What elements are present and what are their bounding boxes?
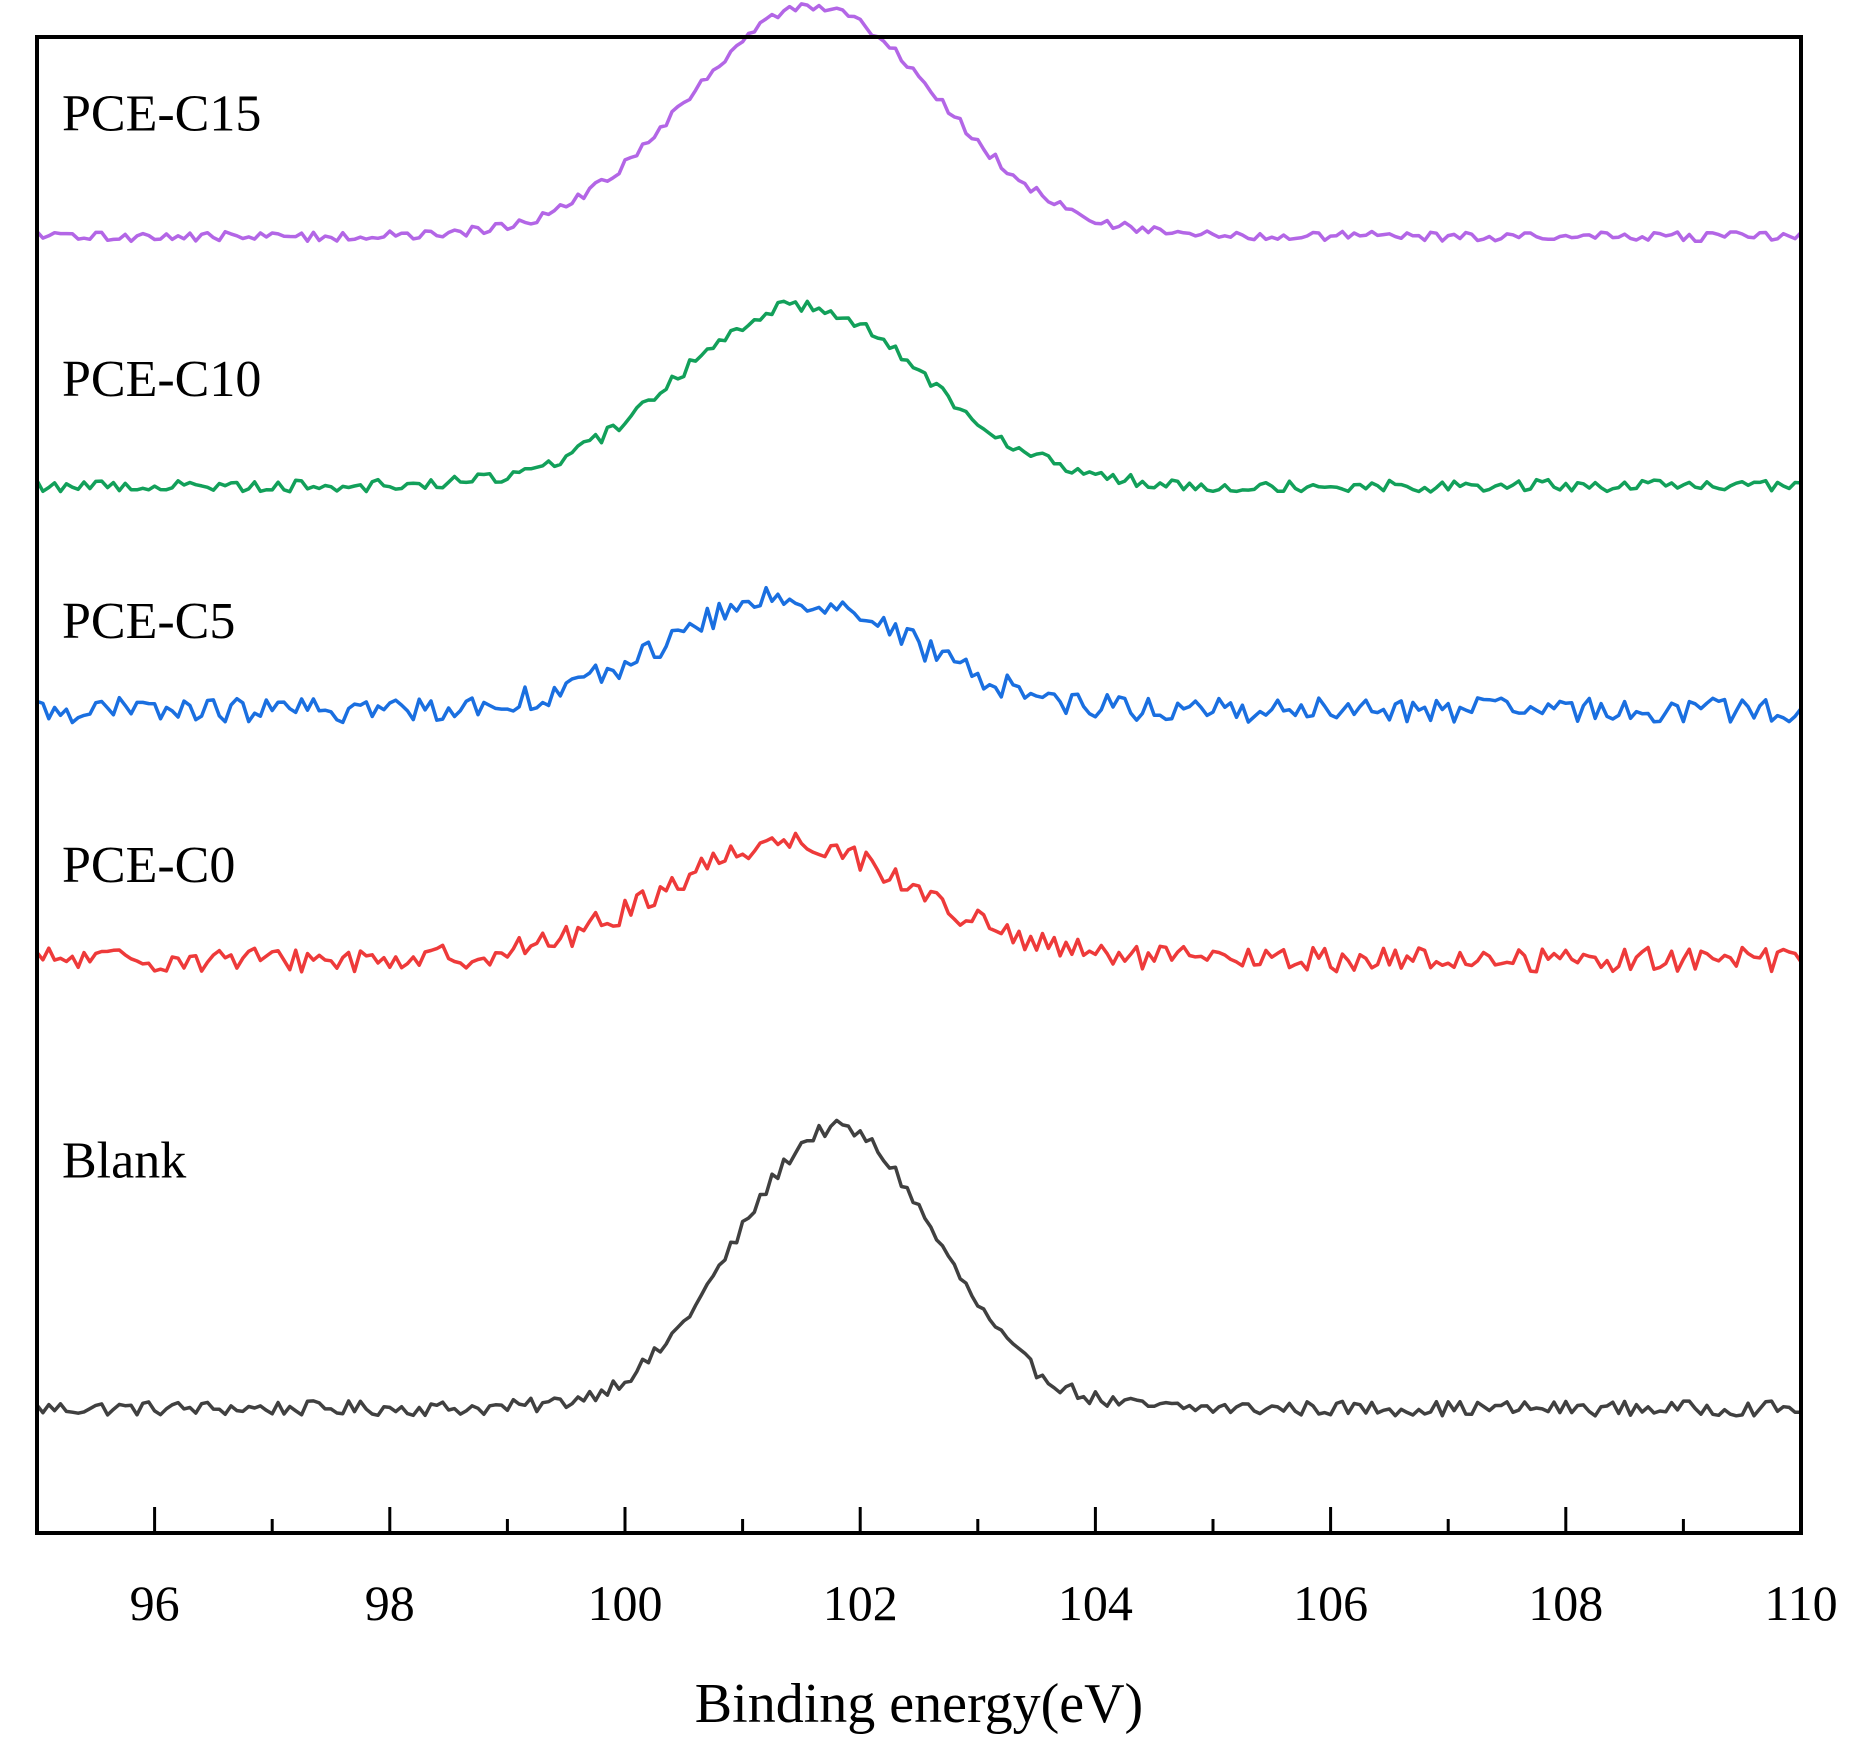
series-line-pce-c0 [35,831,1803,974]
series-label-pce-c0: PCE-C0 [62,837,235,894]
x-tick-label: 106 [1293,1575,1368,1631]
plot-frame [35,35,1803,1535]
series-line-blank [35,1118,1802,1418]
series-label-blank: Blank [62,1133,186,1190]
x-tick-label: 108 [1528,1575,1603,1631]
x-tick-label: 98 [365,1575,415,1631]
x-tick-label: 96 [130,1575,180,1631]
series-label-pce-c5: PCE-C5 [62,593,235,650]
x-tick-label: 104 [1058,1575,1133,1631]
x-axis-title: Binding energy(eV) [695,1673,1143,1735]
series-labels: PCE-C15 PCE-C10 PCE-C5 PCE-C0 Blank [62,86,261,1190]
x-axis-ticks: 96 98 100 102 104 106 108 110 [35,1507,1838,1631]
x-tick-label: 110 [1764,1575,1837,1631]
series-line-pce-c10 [35,299,1802,494]
series-label-pce-c10: PCE-C10 [62,351,261,408]
series-layer [35,2,1803,1418]
series-label-pce-c15: PCE-C15 [62,86,261,143]
series-line-pce-c15 [35,2,1803,244]
series-line-pce-c5 [36,585,1803,725]
x-tick-label: 100 [588,1575,663,1631]
x-tick-label: 102 [823,1575,898,1631]
